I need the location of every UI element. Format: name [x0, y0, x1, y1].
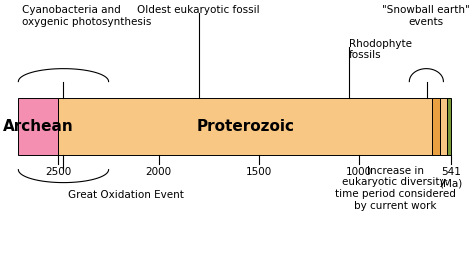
Text: 2000: 2000 [146, 167, 172, 177]
Text: 2500: 2500 [46, 167, 72, 177]
Bar [432, 98, 440, 155]
Text: 1500: 1500 [246, 167, 272, 177]
Text: Archean: Archean [3, 119, 74, 134]
Bar [440, 98, 447, 155]
Bar [58, 98, 432, 155]
Text: 541
(Ma): 541 (Ma) [439, 167, 463, 189]
Text: 1000: 1000 [346, 167, 372, 177]
Bar [18, 98, 58, 155]
Text: Increase in
eukaryotic diversity:
time period considered
by current work: Increase in eukaryotic diversity: time p… [335, 166, 456, 211]
Text: Rhodophyte
fossils: Rhodophyte fossils [349, 39, 412, 60]
Text: Oldest eukaryotic fossil: Oldest eukaryotic fossil [137, 5, 260, 15]
Text: Cyanobacteria and
oxygenic photosynthesis: Cyanobacteria and oxygenic photosynthesi… [22, 5, 152, 27]
Text: "Snowball earth"
events: "Snowball earth" events [383, 5, 470, 27]
Text: Proterozoic: Proterozoic [196, 119, 294, 134]
Text: Great Oxidation Event: Great Oxidation Event [68, 190, 184, 200]
Bar [447, 98, 451, 155]
